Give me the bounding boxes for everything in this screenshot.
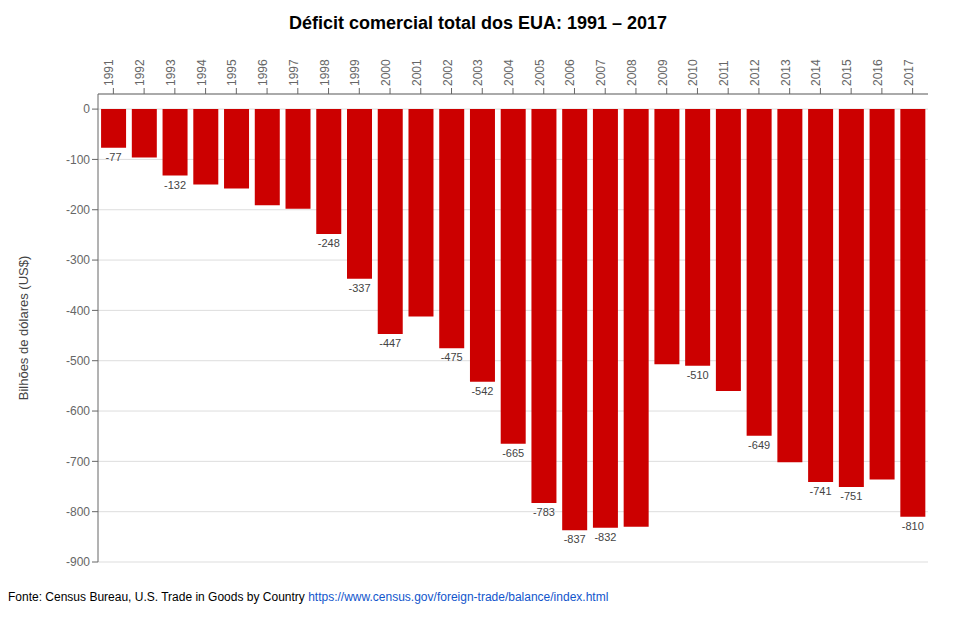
svg-text:-800: -800 [66, 505, 90, 519]
svg-text:-783: -783 [533, 506, 555, 518]
svg-text:-77: -77 [106, 151, 122, 163]
svg-text:-600: -600 [66, 404, 90, 418]
svg-text:-700: -700 [66, 455, 90, 469]
svg-text:-832: -832 [594, 531, 616, 543]
svg-text:-500: -500 [66, 354, 90, 368]
svg-text:-100: -100 [66, 153, 90, 167]
svg-text:2009: 2009 [656, 59, 670, 86]
svg-text:2013: 2013 [779, 59, 793, 86]
svg-text:-649: -649 [748, 439, 770, 451]
svg-text:2002: 2002 [441, 59, 455, 86]
svg-text:2014: 2014 [809, 59, 823, 86]
svg-text:2004: 2004 [502, 59, 516, 86]
svg-text:-810: -810 [902, 520, 924, 532]
svg-text:Bilhões de dólares (US$): Bilhões de dólares (US$) [16, 256, 31, 401]
svg-text:-132: -132 [164, 179, 186, 191]
svg-text:2017: 2017 [902, 59, 916, 86]
svg-text:-475: -475 [441, 351, 463, 363]
svg-text:1998: 1998 [318, 59, 332, 86]
svg-text:2011: 2011 [717, 60, 731, 86]
svg-text:-837: -837 [564, 533, 586, 545]
svg-text:-665: -665 [502, 447, 524, 459]
svg-text:1997: 1997 [287, 59, 301, 86]
svg-text:-200: -200 [66, 203, 90, 217]
svg-text:1991: 1991 [102, 59, 116, 86]
svg-text:2000: 2000 [379, 59, 393, 86]
svg-text:-900: -900 [66, 555, 90, 569]
svg-text:2001: 2001 [410, 59, 424, 86]
svg-text:-400: -400 [66, 304, 90, 318]
svg-text:1996: 1996 [256, 59, 270, 86]
svg-text:-248: -248 [318, 237, 340, 249]
svg-text:2007: 2007 [594, 59, 608, 86]
svg-text:2015: 2015 [840, 59, 854, 86]
svg-text:-447: -447 [379, 337, 401, 349]
svg-text:2006: 2006 [563, 59, 577, 86]
svg-text:2010: 2010 [686, 59, 700, 86]
svg-text:-510: -510 [687, 369, 709, 381]
svg-text:1993: 1993 [164, 59, 178, 86]
svg-text:2005: 2005 [533, 59, 547, 86]
svg-text:2016: 2016 [871, 59, 885, 86]
svg-text:0: 0 [83, 102, 90, 116]
svg-text:-337: -337 [348, 282, 370, 294]
html-text:Fonte: Census Bureau, U.S. Tra: Fonte: Census Bureau, U.S. Trade in Good… [8, 590, 609, 604]
svg-text:-300: -300 [66, 253, 90, 267]
svg-text:1999: 1999 [348, 59, 362, 86]
svg-text:1992: 1992 [133, 59, 147, 86]
svg-text:2008: 2008 [625, 59, 639, 86]
html-text:Déficit comercial total dos EU: Déficit comercial total dos EUA: 1991 – … [288, 13, 668, 33]
svg-text:-741: -741 [810, 485, 832, 497]
svg-text:-751: -751 [840, 490, 862, 502]
svg-text:2003: 2003 [471, 59, 485, 86]
svg-text:1994: 1994 [195, 59, 209, 86]
svg-text:1995: 1995 [225, 59, 239, 86]
svg-text:-542: -542 [471, 385, 493, 397]
svg-text:2012: 2012 [748, 59, 762, 86]
